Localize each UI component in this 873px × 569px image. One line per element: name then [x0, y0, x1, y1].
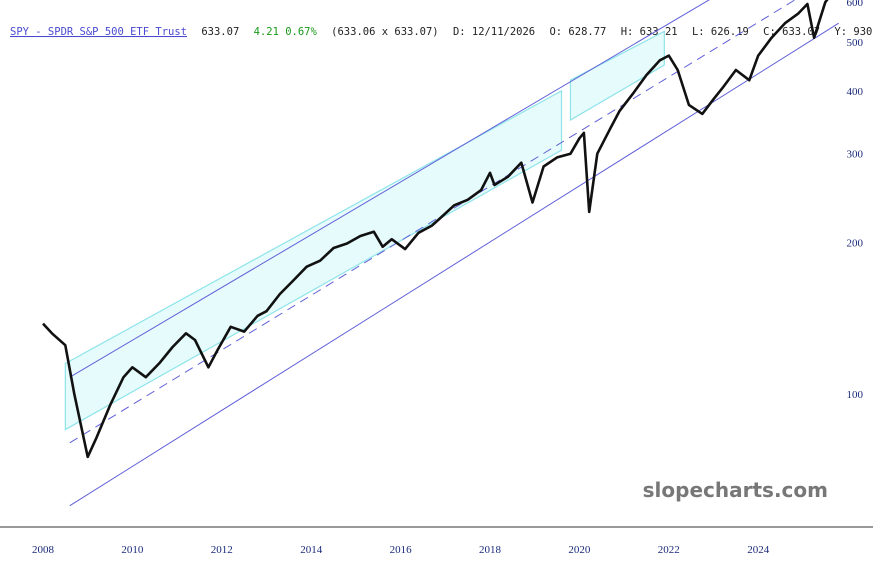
x-tick-2008: 2008 — [32, 544, 55, 556]
x-tick-2020: 2020 — [568, 544, 591, 556]
x-tick-2022: 2022 — [658, 544, 680, 556]
y-tick-100: 100 — [847, 389, 864, 401]
watermark: slopecharts.com — [643, 478, 828, 502]
x-tick-2010: 2010 — [121, 544, 144, 556]
last-price: 633.07 — [201, 26, 239, 38]
y-tick-500: 500 — [847, 37, 864, 49]
x-tick-2012: 2012 — [211, 544, 233, 556]
y-axis: 10020030040050060070080090010001100 — [847, 0, 864, 401]
quote-close: C: 633.07 — [763, 26, 820, 38]
y-tick-200: 200 — [847, 237, 864, 249]
quote-header: SPY - SPDR S&P 500 ETF Trust 633.07 4.21… — [10, 26, 873, 38]
x-axis: 2008 2010 2012 2014 2016 2018 2020 2022 2024 — [32, 544, 770, 556]
quote-date: D: 12/11/2026 — [453, 26, 535, 38]
x-tick-2024: 2024 — [747, 544, 770, 556]
price-change: 4.21 0.67% — [254, 26, 318, 38]
x-tick-2018: 2018 — [479, 544, 502, 556]
y-tick-400: 400 — [847, 86, 864, 98]
quote-low: L: 626.19 — [692, 26, 749, 38]
bid-ask: (633.06 x 633.07) — [331, 26, 438, 38]
price-line — [42, 0, 829, 459]
highlight-box-2 — [569, 30, 665, 122]
price-series — [42, 0, 829, 459]
quote-high: H: 633.21 — [621, 26, 678, 38]
quote-open: O: 628.77 — [549, 26, 606, 38]
y-tick-300: 300 — [847, 149, 864, 161]
quote-y: Y: 930.72 — [834, 26, 873, 38]
channel-mid-line[interactable] — [69, 0, 839, 444]
x-tick-2016: 2016 — [390, 544, 413, 556]
symbol-link[interactable]: SPY - SPDR S&P 500 ETF Trust — [10, 26, 187, 38]
channel-upper-line[interactable] — [69, 0, 839, 378]
highlight-boxes — [64, 30, 665, 431]
x-tick-2014: 2014 — [300, 544, 323, 556]
y-tick-600: 600 — [847, 0, 864, 9]
